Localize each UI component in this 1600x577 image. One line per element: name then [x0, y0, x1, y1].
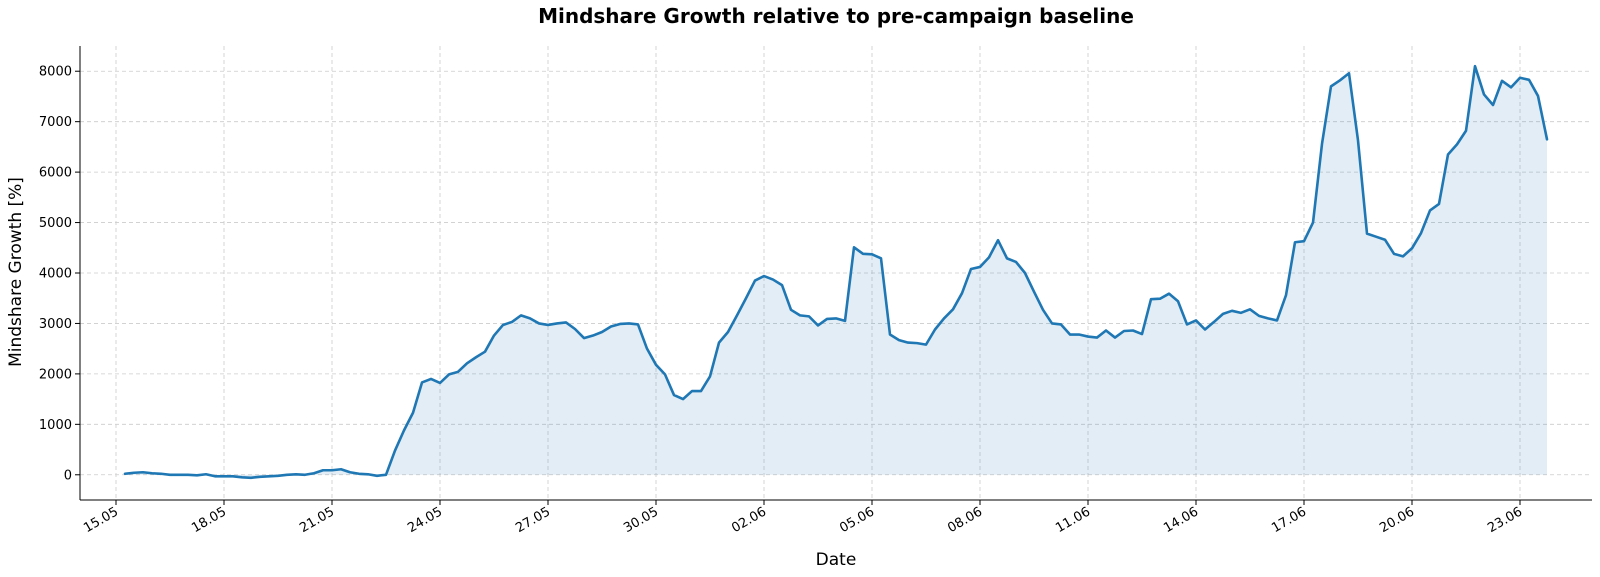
y-tick-label: 6000	[39, 166, 72, 181]
x-tick-label: 21.05	[297, 504, 337, 536]
data-layer	[123, 64, 1549, 480]
x-tick-label: 18.05	[189, 504, 229, 536]
y-tick-label: 3000	[39, 317, 72, 332]
x-tick-label: 05.06	[837, 504, 877, 536]
x-tick-label: 02.06	[729, 504, 769, 536]
x-tick-label: 14.06	[1161, 504, 1201, 536]
series-area	[125, 66, 1547, 478]
x-tick-label: 15.05	[81, 504, 121, 536]
series-line	[123, 64, 1549, 480]
y-tick-label: 8000	[39, 65, 72, 80]
y-tick-label: 0	[64, 468, 72, 483]
x-tick-label: 20.06	[1377, 504, 1417, 536]
x-tick-label: 08.06	[945, 504, 985, 536]
grid-layer	[80, 46, 1592, 500]
x-tick-label: 17.06	[1269, 504, 1309, 536]
y-tick-label: 5000	[39, 216, 72, 231]
y-tick-label: 2000	[39, 367, 72, 382]
x-tick-label: 23.06	[1485, 504, 1525, 536]
y-tick-label: 4000	[39, 267, 72, 282]
y-tick-label: 7000	[39, 115, 72, 130]
y-axis-label: Mindshare Growth [%]	[6, 177, 26, 367]
x-tick-label: 30.05	[621, 504, 661, 536]
x-tick-label: 24.05	[405, 504, 445, 536]
x-axis-label: Date	[816, 550, 857, 570]
x-tick-label: 11.06	[1053, 504, 1093, 536]
chart-title: Mindshare Growth relative to pre-campaig…	[538, 4, 1134, 28]
x-tick-label: 27.05	[513, 504, 553, 536]
y-tick-label: 1000	[39, 418, 72, 433]
